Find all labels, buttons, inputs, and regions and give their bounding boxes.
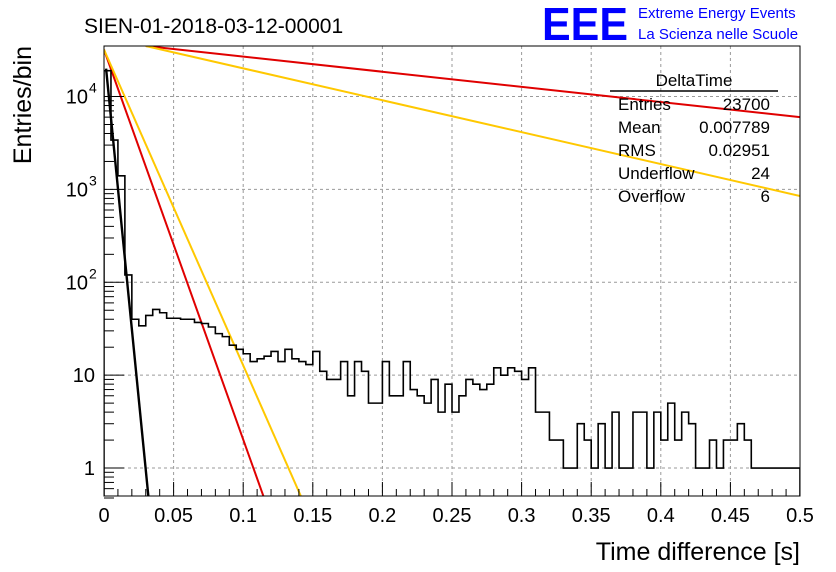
y-tick-label: 10 [73, 365, 95, 387]
x-tick-label: 0.35 [572, 505, 611, 527]
logo-line2: La Scienza nelle Scuole [638, 26, 798, 43]
x-tick-label: 0.05 [154, 505, 193, 527]
y-tick-label: 10 [66, 87, 88, 109]
y-tick-exponent: 4 [89, 80, 97, 96]
stats-value-mean: 0.007789 [699, 118, 770, 137]
y-tick-exponent: 3 [89, 172, 97, 188]
x-axis-title: Time difference [s] [596, 538, 800, 566]
x-tick-label: 0.4 [647, 505, 675, 527]
y-tick-exponent: 2 [89, 265, 97, 281]
fit-orange-steep [104, 49, 302, 496]
x-tick-label: 0.5 [786, 505, 814, 527]
fit-orange-shallow [145, 46, 800, 197]
fit-red-steep [104, 49, 265, 496]
x-tick-label: 0 [98, 505, 109, 527]
x-tick-label: 0.2 [368, 505, 396, 527]
eee-logo-mark: EEE [542, 0, 628, 50]
fit-black [104, 68, 150, 496]
stats-box: DeltaTime Entries 23700 Mean 0.007789 RM… [610, 71, 778, 206]
x-tick-label: 0.15 [293, 505, 332, 527]
stats-label-mean: Mean [618, 118, 661, 137]
logo-line1: Extreme Energy Events [638, 5, 796, 22]
y-axis-title: Entries/bin [9, 46, 37, 164]
histogram-series [104, 69, 800, 496]
stats-label-underflow: Underflow [618, 164, 695, 183]
y-tick-label: 10 [66, 179, 88, 201]
y-tick-label: 10 [66, 272, 88, 294]
stats-value-rms: 0.02951 [709, 141, 770, 160]
x-tick-label: 0.25 [433, 505, 472, 527]
x-tick-labels: 0 0.05 0.1 0.15 0.2 0.25 0.3 0.35 0.4 0.45 0.5 [98, 505, 813, 527]
axis-ticks [103, 96, 801, 499]
eee-logo: EEE Extreme Energy Events La Scienza nel… [542, 0, 798, 50]
stats-label-overflow: Overflow [618, 187, 686, 206]
stats-title: DeltaTime [656, 71, 733, 90]
stats-value-entries: 23700 [723, 95, 770, 114]
stats-label-entries: Entries [618, 95, 671, 114]
x-tick-label: 0.45 [711, 505, 750, 527]
x-tick-label: 0.3 [508, 505, 536, 527]
x-tick-label: 0.1 [229, 505, 257, 527]
fit-red-shallow [145, 46, 800, 119]
stats-value-underflow: 24 [751, 164, 770, 183]
stats-label-rms: RMS [618, 141, 656, 160]
y-tick-label: 1 [84, 458, 95, 480]
stats-value-overflow: 6 [761, 187, 770, 206]
chart-title: SIEN-01-2018-03-12-00001 [84, 15, 343, 38]
